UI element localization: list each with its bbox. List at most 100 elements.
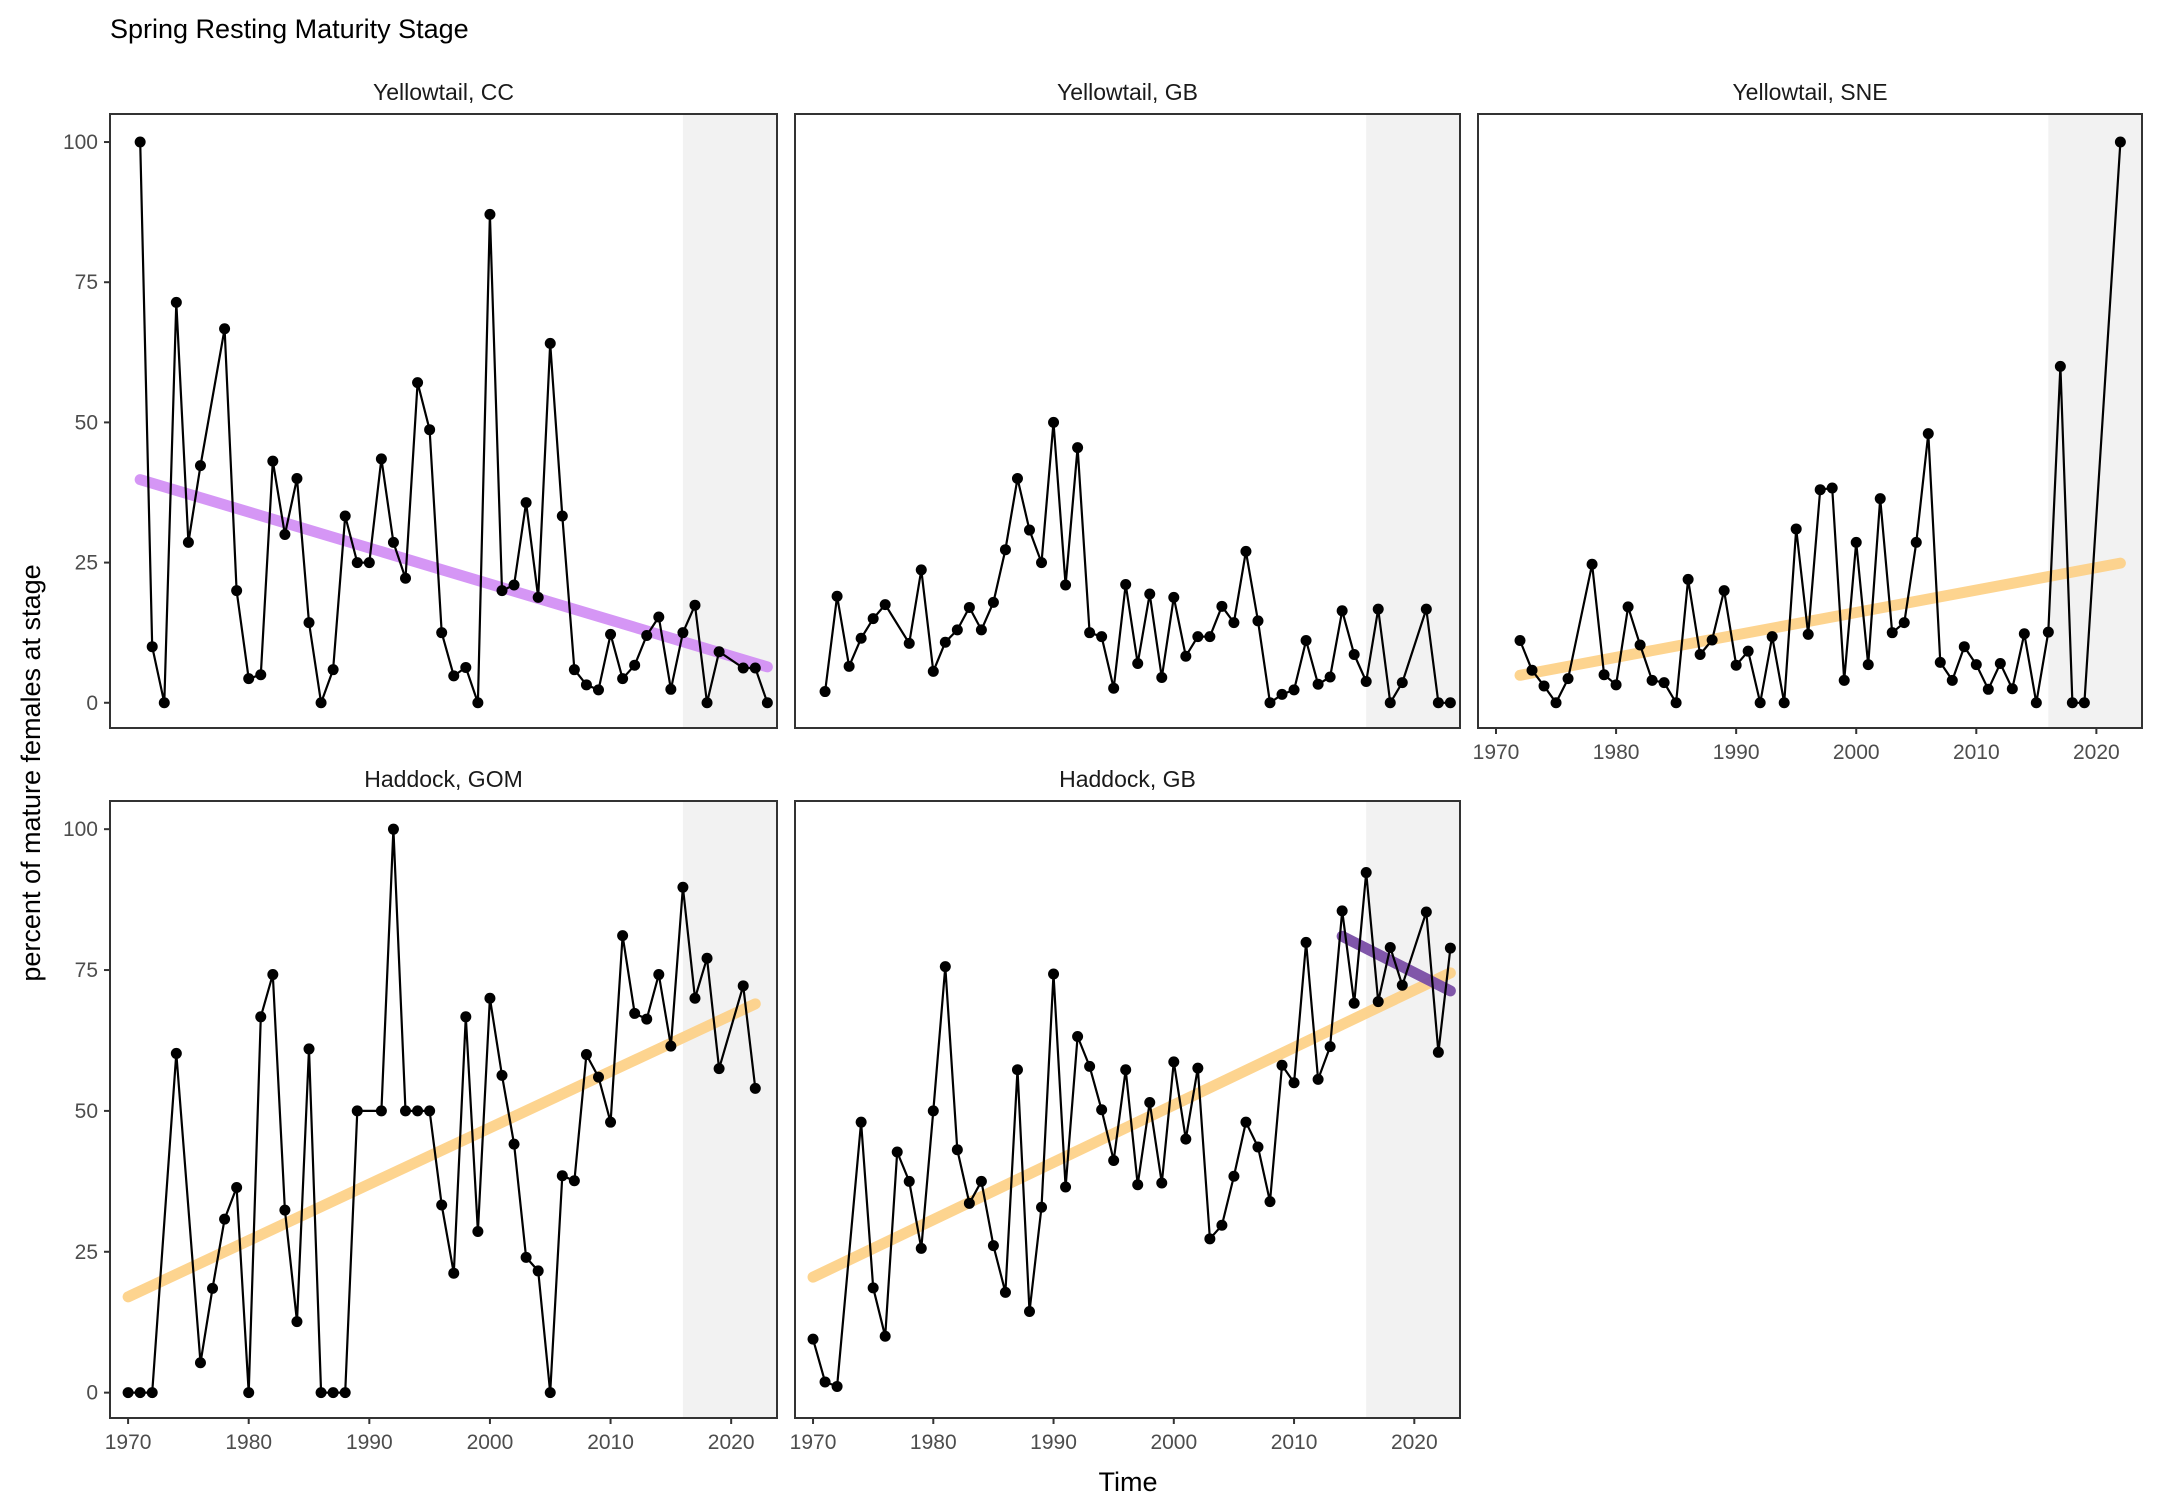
panel-border [109, 113, 778, 729]
data-point [1216, 1219, 1228, 1231]
data-point [1946, 674, 1958, 686]
data-point [653, 611, 665, 623]
data-point [1300, 936, 1312, 948]
data-point [520, 497, 532, 509]
data-point [424, 424, 436, 436]
data-point [243, 1387, 255, 1399]
trend-line-increase [1514, 557, 2126, 681]
data-point [1060, 1181, 1072, 1193]
data-point [544, 1387, 556, 1399]
data-point [1144, 1096, 1156, 1108]
shaded-period [682, 114, 777, 728]
panel-border [1477, 113, 2143, 729]
data-point [1348, 649, 1360, 661]
data-point [1934, 656, 1946, 668]
data-point [1372, 996, 1384, 1008]
data-point [689, 992, 701, 1004]
data-point [867, 1282, 879, 1294]
panel-title: Haddock, GOM [364, 766, 523, 792]
data-point [170, 296, 182, 308]
data-point [1790, 523, 1802, 535]
data-point [1550, 697, 1562, 709]
x-tick-label: 1990 [346, 1431, 393, 1454]
data-point [592, 1071, 604, 1083]
data-point [508, 1138, 520, 1150]
data-point [617, 673, 629, 685]
series-line [139, 141, 769, 704]
data-point [279, 1204, 291, 1216]
panel-1: Yellowtail, CC 0 25 50 75 100 [63, 79, 778, 729]
data-point [1610, 679, 1622, 691]
data-point [146, 1387, 158, 1399]
data-point [194, 460, 206, 472]
data-point [387, 536, 399, 548]
data-point [843, 660, 855, 672]
data-point [1023, 524, 1035, 536]
data-point [1011, 472, 1023, 484]
data-point [568, 664, 580, 676]
x-tick-label: 1970 [1473, 741, 1520, 764]
data-point [291, 472, 303, 484]
data-point [351, 1105, 363, 1117]
data-point [689, 599, 701, 611]
data-point [737, 980, 749, 992]
data-point [987, 596, 999, 608]
data-point [1432, 697, 1444, 709]
data-point [1372, 603, 1384, 615]
data-point [1276, 1059, 1288, 1071]
data-point [1336, 605, 1348, 617]
shaded-period [1366, 114, 1460, 728]
data-point [231, 585, 243, 597]
data-point [122, 1387, 134, 1399]
data-point [831, 590, 843, 602]
data-point [665, 1040, 677, 1052]
data-point [207, 1282, 219, 1294]
panel-2: Yellowtail, GB [794, 79, 1461, 729]
data-point [915, 1242, 927, 1254]
data-point [520, 1251, 532, 1263]
data-point [1444, 697, 1456, 709]
data-point [532, 1265, 544, 1277]
data-point [641, 1013, 653, 1025]
x-tick-label: 2010 [1271, 1431, 1318, 1454]
y-tick-label: 0 [86, 692, 98, 715]
data-point [879, 1330, 891, 1342]
data-point [1742, 645, 1754, 657]
panel-5: Haddock, GB 1970 1980 1990 2000 2010 2020 [790, 766, 1461, 1454]
data-point [412, 377, 424, 389]
data-point [1622, 601, 1634, 613]
data-point [448, 1267, 460, 1279]
data-point [1132, 1179, 1144, 1191]
data-point [496, 1069, 508, 1081]
data-point [231, 1182, 243, 1194]
data-point [1396, 979, 1408, 991]
data-point [1898, 617, 1910, 629]
panel-4: Haddock, GOM 0 25 50 75 100 1970 1980 1990 2000 20… [63, 766, 778, 1454]
data-point [436, 1199, 448, 1211]
data-point [963, 601, 975, 613]
y-axis-title: percent of mature females at stage [16, 564, 46, 981]
data-point [1862, 659, 1874, 671]
data-point [1228, 1170, 1240, 1182]
data-point [1180, 1133, 1192, 1145]
data-point [134, 136, 146, 148]
data-point [891, 1146, 903, 1158]
data-point [484, 992, 496, 1004]
data-point [1562, 673, 1574, 685]
data-point [605, 1116, 617, 1128]
data-point [1300, 635, 1312, 647]
data-point [1228, 617, 1240, 629]
data-point [1514, 635, 1526, 647]
data-point [303, 1043, 315, 1055]
data-point [303, 617, 315, 629]
data-point [701, 697, 713, 709]
data-point [1982, 683, 1994, 695]
data-point [182, 536, 194, 548]
y-tick-label: 75 [75, 271, 98, 294]
data-point [315, 1387, 327, 1399]
data-point [1072, 1031, 1084, 1043]
data-point [1754, 697, 1766, 709]
data-point [1718, 585, 1730, 597]
data-point [2018, 628, 2030, 640]
data-point [1814, 484, 1826, 496]
